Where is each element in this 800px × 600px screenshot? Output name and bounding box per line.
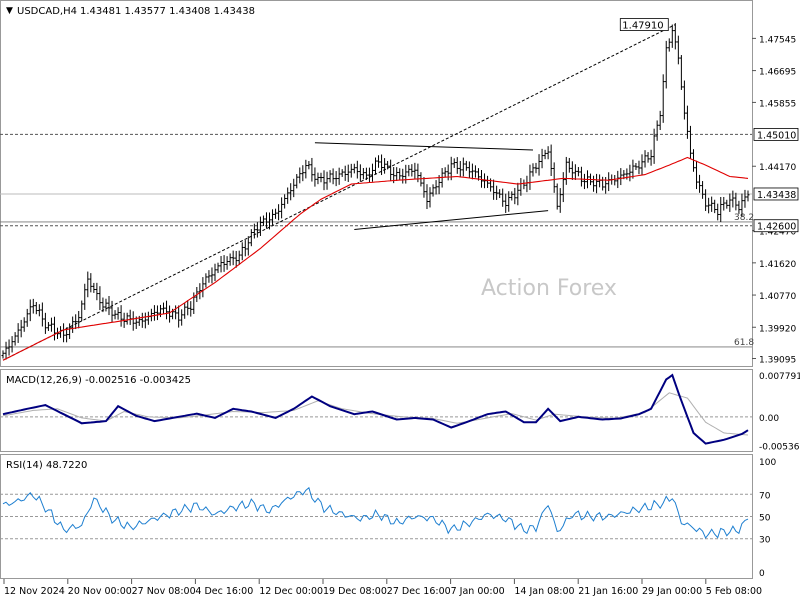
peak-label-box (619, 18, 669, 31)
moving-average-line (2, 156, 749, 361)
time-axis-tick: 7 Jan 00:00 (451, 586, 505, 597)
trendline-dotted (2, 24, 676, 361)
time-axis-tick: 27 Dec 16:00 (387, 586, 451, 597)
header-arrow-icon[interactable]: ▼ (6, 6, 13, 16)
time-axis-tick: 5 Feb 08:00 (706, 586, 762, 597)
price-panel: 38.2 61.8 1.47910 1.47545 1.46695 1.45855 1.44… (0, 18, 799, 366)
macd-title: MACD(12,26,9) -0.002516 -0.003425 (6, 375, 191, 386)
macd-axis-tick: 0.00 (759, 414, 779, 424)
rsi-axis-tick: 70 (759, 491, 771, 501)
time-axis-tick: 29 Jan 00:00 (642, 586, 702, 597)
rsi-axis-tick: 50 (759, 514, 771, 524)
level-label: 1.45010 (757, 130, 796, 141)
macd-panel-frame (0, 369, 753, 452)
time-axis-tick: 4 Dec 16:00 (195, 586, 253, 597)
price-axis-tick: 1.41620 (759, 260, 796, 270)
peak-label: 1.47910 (622, 21, 663, 32)
time-axis-tick: 12 Nov 2024 (4, 586, 65, 597)
last-price-box (753, 187, 799, 201)
time-axis-tick: 27 Nov 08:00 (132, 586, 196, 597)
price-axis-tick: 1.39095 (759, 356, 796, 366)
triangle-trendline (354, 210, 549, 231)
macd-axis-tick: -0.005367 (759, 443, 800, 453)
price-axis-tick: 1.42470 (759, 228, 796, 238)
macd-line (2, 373, 749, 445)
ohlc-values: 1.43481 1.43577 1.43408 1.43438 (80, 6, 255, 17)
rsi-axis-tick: 30 (759, 536, 771, 546)
price-axis-tick: 1.46695 (759, 68, 796, 78)
price-panel-frame (0, 0, 753, 367)
macd-axis-tick: 0.007791 (759, 372, 800, 382)
price-axis-tick: 1.39920 (759, 324, 796, 334)
price-axis-tick: 1.45855 (759, 99, 796, 109)
time-axis-tick: 21 Jan 16:00 (578, 586, 638, 597)
time-axis: 12 Nov 2024 20 Nov 00:00 27 Nov 08:00 4 Dec… (3, 579, 762, 597)
symbol-timeframe: USDCAD,H4 (17, 6, 77, 17)
rsi-axis-tick: 0 (759, 569, 765, 579)
rsi-axis-tick: 100 (759, 458, 776, 468)
price-axis-tick: 1.44170 (759, 163, 796, 173)
time-axis-tick: 14 Jan 08:00 (514, 586, 574, 597)
time-axis-tick: 19 Dec 08:00 (323, 586, 387, 597)
watermark: Action Forex (481, 276, 617, 301)
level-label: 1.42600 (757, 222, 796, 233)
rsi-title: RSI(14) 48.7220 (6, 460, 87, 471)
triangle-trendline (314, 142, 533, 151)
level-label-box (753, 128, 799, 141)
rsi-panel: RSI(14) 48.7220 100 70 50 30 0 (0, 458, 776, 579)
time-axis-tick: 12 Dec 00:00 (259, 586, 323, 597)
macd-panel: MACD(12,26,9) -0.002516 -0.003425 0.00779… (0, 372, 800, 453)
fib-level-label: 61.8 (734, 338, 754, 348)
fib-level-label: 38.2 (734, 213, 754, 223)
level-label-box (753, 219, 799, 233)
rsi-line (2, 486, 749, 539)
last-price-label: 1.43438 (757, 190, 796, 201)
price-axis-tick: 1.47545 (759, 35, 796, 45)
price-axis-tick: 1.40770 (759, 292, 796, 302)
time-axis-tick: 20 Nov 00:00 (68, 586, 132, 597)
